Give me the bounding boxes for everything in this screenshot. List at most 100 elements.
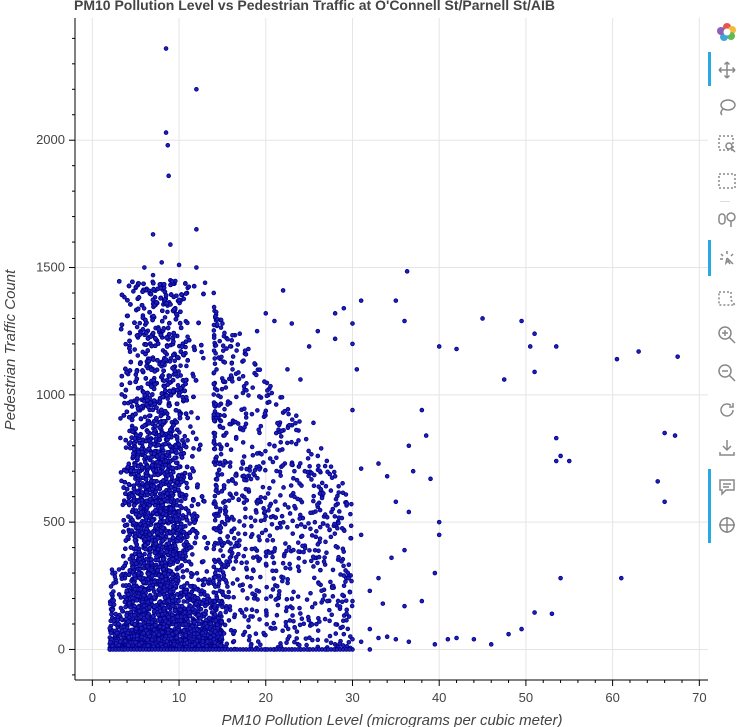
scatter-point[interactable] bbox=[188, 424, 193, 429]
scatter-point[interactable] bbox=[143, 376, 149, 381]
scatter-point[interactable] bbox=[167, 443, 173, 449]
scatter-point[interactable] bbox=[157, 425, 163, 430]
scatter-point[interactable] bbox=[406, 443, 412, 449]
scatter-point[interactable] bbox=[175, 382, 181, 388]
scatter-point[interactable] bbox=[553, 458, 559, 464]
scatter-point[interactable] bbox=[151, 280, 156, 286]
scatter-point[interactable] bbox=[169, 279, 175, 284]
scatter-point[interactable] bbox=[163, 46, 169, 51]
scatter-point[interactable] bbox=[132, 320, 137, 326]
scatter-point[interactable] bbox=[153, 436, 159, 442]
scatter-point[interactable] bbox=[410, 468, 416, 474]
scatter-point[interactable] bbox=[254, 328, 260, 334]
scatter-point[interactable] bbox=[125, 464, 131, 470]
scatter-point[interactable] bbox=[185, 415, 190, 421]
scatter-point[interactable] bbox=[180, 574, 186, 580]
scatter-point[interactable] bbox=[384, 474, 390, 479]
scatter-point[interactable] bbox=[199, 349, 204, 355]
scatter-point[interactable] bbox=[169, 448, 175, 454]
scatter-point[interactable] bbox=[124, 588, 130, 594]
scatter-point[interactable] bbox=[183, 344, 188, 350]
scatter-point[interactable] bbox=[146, 358, 152, 364]
scatter-point[interactable] bbox=[202, 576, 207, 582]
scatter-point[interactable] bbox=[175, 487, 181, 493]
scatter-point[interactable] bbox=[150, 317, 155, 323]
scatter-point[interactable] bbox=[176, 297, 182, 303]
scatter-point[interactable] bbox=[614, 356, 620, 362]
scatter-point[interactable] bbox=[183, 381, 188, 387]
scatter-point[interactable] bbox=[190, 552, 195, 557]
scatter-point[interactable] bbox=[199, 342, 204, 348]
scatter-point[interactable] bbox=[119, 322, 125, 328]
scatter-point[interactable] bbox=[154, 300, 159, 305]
scatter-point[interactable] bbox=[165, 449, 171, 455]
scatter-point[interactable] bbox=[112, 574, 118, 579]
scatter-point[interactable] bbox=[157, 564, 162, 570]
scatter-point[interactable] bbox=[128, 468, 134, 473]
scatter-point[interactable] bbox=[171, 307, 177, 312]
scatter-point[interactable] bbox=[199, 494, 205, 499]
scatter-point[interactable] bbox=[376, 575, 381, 581]
scatter-point[interactable] bbox=[196, 320, 201, 326]
scatter-point[interactable] bbox=[134, 333, 140, 338]
scatter-point[interactable] bbox=[141, 607, 147, 613]
scatter-point[interactable] bbox=[163, 408, 168, 414]
scatter-point[interactable] bbox=[376, 461, 381, 466]
scatter-point[interactable] bbox=[178, 533, 184, 539]
scatter-point[interactable] bbox=[173, 407, 179, 413]
scatter-point[interactable] bbox=[118, 435, 123, 441]
scatter-point[interactable] bbox=[190, 516, 196, 522]
scatter-point[interactable] bbox=[139, 440, 145, 446]
scatter-point[interactable] bbox=[168, 506, 174, 511]
scatter-point[interactable] bbox=[124, 409, 130, 415]
scatter-point[interactable] bbox=[558, 575, 563, 581]
scatter-point[interactable] bbox=[178, 309, 183, 315]
scatter-point[interactable] bbox=[306, 344, 312, 349]
scatter-point[interactable] bbox=[146, 404, 151, 410]
scatter-point[interactable] bbox=[138, 506, 143, 511]
scatter-point[interactable] bbox=[127, 532, 133, 537]
scatter-point[interactable] bbox=[402, 318, 407, 324]
scatter-point[interactable] bbox=[144, 489, 149, 495]
scatter-point[interactable] bbox=[126, 498, 132, 504]
scatter-point[interactable] bbox=[191, 498, 196, 503]
scatter-point[interactable] bbox=[143, 438, 149, 444]
scatter-point[interactable] bbox=[119, 392, 125, 397]
scatter-point[interactable] bbox=[146, 624, 151, 630]
scatter-point[interactable] bbox=[205, 540, 211, 546]
scatter-point[interactable] bbox=[123, 437, 129, 443]
scatter-point[interactable] bbox=[139, 302, 145, 308]
scatter-point[interactable] bbox=[167, 388, 172, 394]
scatter-point[interactable] bbox=[172, 358, 178, 364]
scatter-point[interactable] bbox=[126, 502, 132, 508]
scatter-point[interactable] bbox=[159, 431, 165, 436]
scatter-point[interactable] bbox=[116, 567, 122, 572]
scatter-point[interactable] bbox=[121, 413, 127, 418]
scatter-point[interactable] bbox=[175, 498, 180, 503]
scatter-point[interactable] bbox=[125, 313, 130, 319]
scatter-point[interactable] bbox=[122, 546, 128, 551]
scatter-point[interactable] bbox=[174, 401, 180, 407]
scatter-point[interactable] bbox=[198, 442, 203, 448]
scatter-point[interactable] bbox=[174, 531, 180, 536]
scatter-point[interactable] bbox=[191, 283, 197, 289]
scatter-point[interactable] bbox=[153, 524, 159, 529]
scatter-point[interactable] bbox=[134, 369, 140, 374]
scatter-point[interactable] bbox=[178, 504, 183, 509]
scatter-point[interactable] bbox=[126, 283, 132, 289]
scatter-point[interactable] bbox=[171, 423, 176, 428]
scatter-point[interactable] bbox=[176, 473, 182, 478]
scatter-point[interactable] bbox=[159, 549, 165, 555]
scatter-point[interactable] bbox=[156, 442, 161, 448]
scatter-point[interactable] bbox=[151, 398, 157, 403]
scatter-point[interactable] bbox=[159, 445, 165, 450]
scatter-point[interactable] bbox=[180, 352, 186, 357]
scatter-point[interactable] bbox=[272, 318, 277, 324]
scatter-point[interactable] bbox=[164, 344, 170, 349]
scatter-point[interactable] bbox=[188, 475, 193, 481]
scatter-point[interactable] bbox=[179, 479, 184, 485]
scatter-point[interactable] bbox=[144, 484, 150, 489]
scatter-point[interactable] bbox=[174, 538, 180, 544]
scatter-point[interactable] bbox=[519, 318, 524, 324]
